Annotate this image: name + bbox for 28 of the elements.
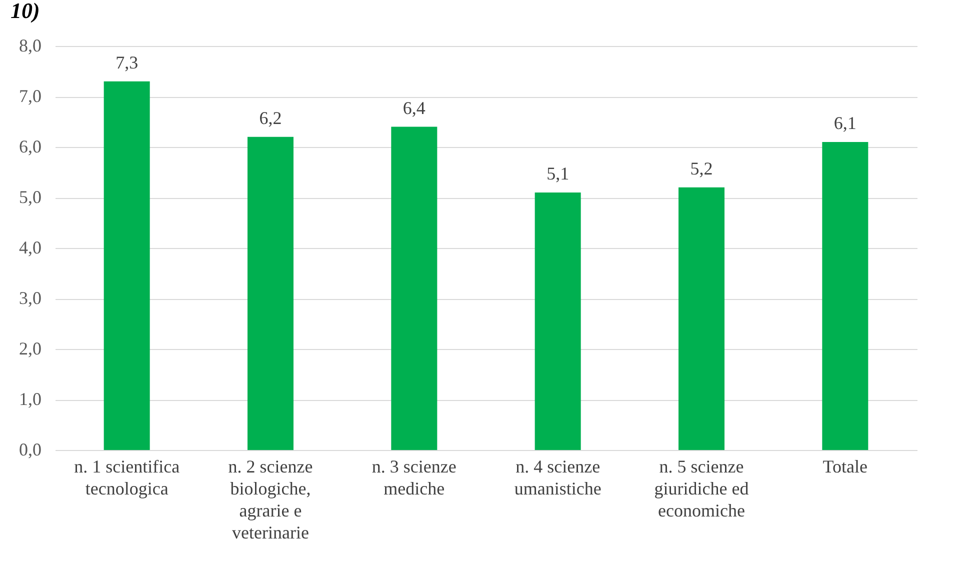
bar — [391, 126, 438, 450]
chart-title: 10) — [10, 0, 40, 23]
y-tick-label: 7,0 — [19, 86, 42, 106]
y-tick-label: 4,0 — [19, 238, 42, 258]
bar — [534, 192, 581, 450]
y-tick-label: 6,0 — [19, 136, 42, 156]
x-tick-label: n. 3 scienze mediche — [372, 456, 456, 498]
data-label: 6,4 — [402, 98, 426, 118]
x-tick-label: n. 1 scientifica tecnologica — [74, 456, 180, 498]
y-tick-label: 0,0 — [19, 440, 42, 460]
data-label: 5,1 — [546, 163, 570, 184]
bar — [822, 142, 868, 450]
data-label: 6,2 — [259, 108, 282, 128]
y-tick-label: 2,0 — [19, 338, 42, 358]
y-tick-label: 5,0 — [19, 187, 42, 207]
bar — [248, 136, 294, 450]
y-tick-label: 8,0 — [19, 36, 42, 56]
x-tick-label: n. 2 scienze biologiche, agrarie e veterinarie — [228, 456, 313, 542]
bar — [678, 187, 724, 450]
x-tick-label: n. 4 scienze umanistiche — [514, 456, 602, 498]
bar — [104, 81, 150, 450]
x-tick-label: n. 5 scienze giuridiche ed economiche — [654, 456, 749, 520]
data-label: 5,2 — [690, 158, 713, 178]
y-tick-label: 3,0 — [19, 288, 42, 308]
data-label: 6,1 — [834, 112, 856, 133]
x-tick-label: Totale — [822, 456, 868, 476]
y-tick-label: 1,0 — [19, 389, 42, 409]
data-label: 7,3 — [116, 52, 138, 72]
